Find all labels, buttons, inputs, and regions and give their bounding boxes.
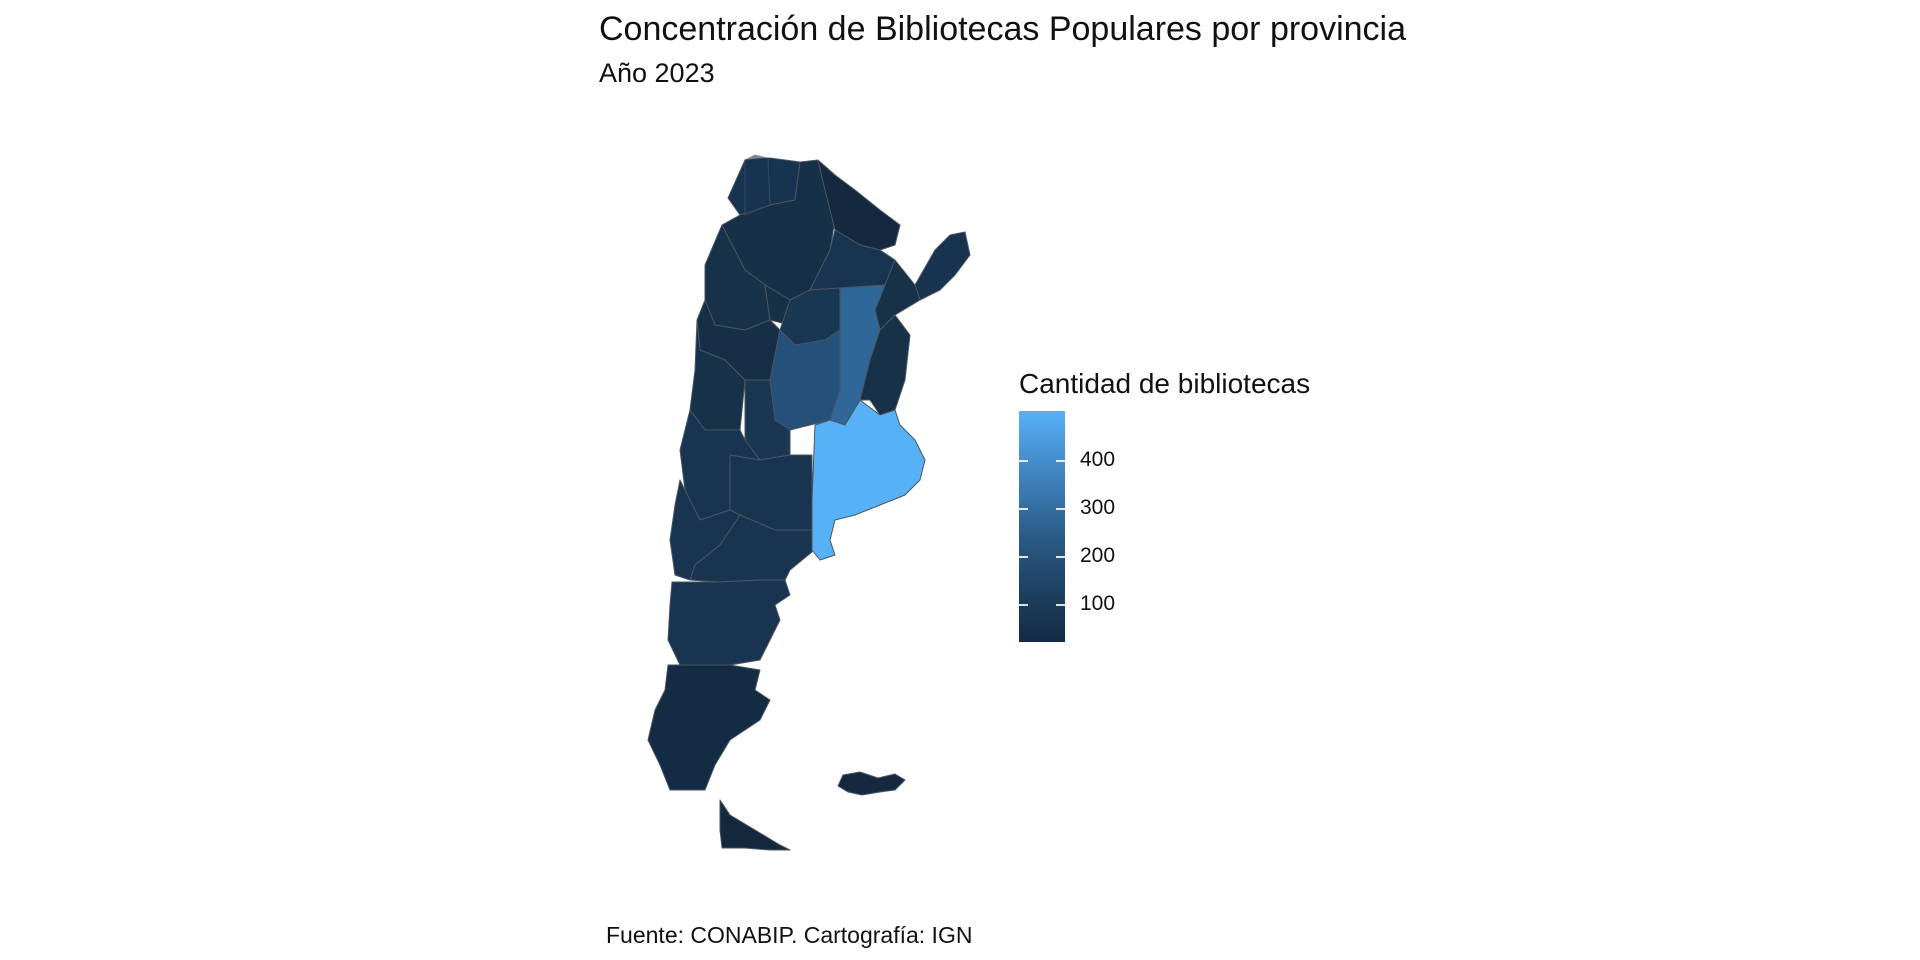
- region-detail-nw: [744, 154, 771, 216]
- source-caption: Fuente: CONABIP. Cartografía: IGN: [606, 922, 973, 948]
- region-tierra-del-fuego: [719, 799, 791, 851]
- legend-colorbar: [1019, 411, 1065, 642]
- legend-title: Cantidad de bibliotecas: [1019, 368, 1311, 399]
- chart-subtitle: Año 2023: [599, 58, 715, 88]
- region-malvinas: [837, 771, 906, 796]
- region-misiones: [914, 231, 971, 301]
- legend-tick-right-300: [1056, 508, 1065, 510]
- region-buenos-aires: [811, 399, 926, 561]
- legend-tick-label-300: 300: [1080, 496, 1116, 519]
- region-santa-cruz: [647, 664, 771, 791]
- legend-tick-left-100: [1019, 604, 1028, 606]
- legend-tick-left-200: [1019, 556, 1028, 558]
- region-formosa: [817, 159, 901, 251]
- legend-tick-label-100: 100: [1080, 592, 1116, 615]
- region-chubut: [667, 579, 791, 666]
- legend-tick-label-200: 200: [1080, 544, 1116, 567]
- legend-tick-left-400: [1019, 460, 1028, 462]
- legend-tick-right-200: [1056, 556, 1065, 558]
- legend-tick-right-100: [1056, 604, 1065, 606]
- legend-tick-right-400: [1056, 460, 1065, 462]
- region-entre-rios: [859, 314, 911, 416]
- region-cordoba: [769, 329, 841, 431]
- legend-tick-label-400: 400: [1080, 448, 1116, 471]
- chart-title: Concentración de Bibliotecas Populares p…: [599, 10, 1407, 48]
- legend-tick-left-300: [1019, 508, 1028, 510]
